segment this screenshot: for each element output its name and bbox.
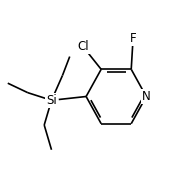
Text: F: F: [130, 32, 136, 45]
Text: Cl: Cl: [77, 40, 89, 53]
Text: N: N: [142, 90, 151, 103]
Text: Si: Si: [46, 94, 57, 107]
